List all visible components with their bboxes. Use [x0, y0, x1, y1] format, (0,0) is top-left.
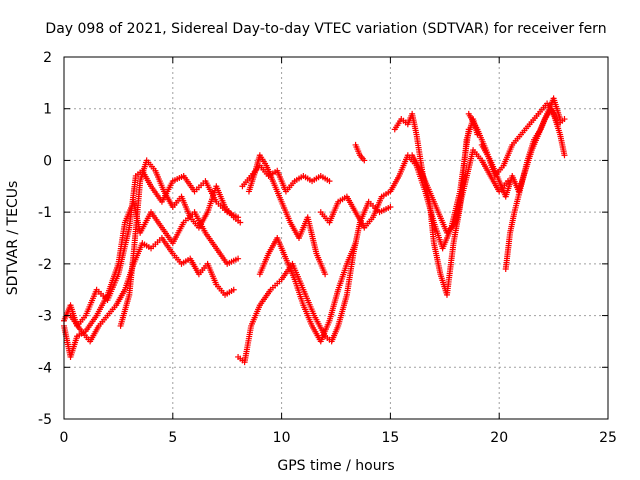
x-tick-label: 15: [381, 430, 399, 446]
x-tick-label: 10: [273, 430, 291, 446]
y-axis-title: SDTVAR / TECUs: [5, 181, 21, 296]
series-track-g: [256, 235, 359, 345]
data-point: [235, 255, 242, 262]
series-track-o: [352, 141, 368, 164]
series-track-d: [117, 157, 244, 329]
axis-ticks: 0 5 10 15 20 25 -5 -4 -3 -2 -1 0 1 2: [38, 50, 617, 446]
series-track-h: [245, 152, 329, 278]
series-track-n: [502, 95, 564, 273]
y-tick-label: -5: [38, 412, 52, 428]
data-point: [237, 219, 244, 226]
series-track-f: [239, 162, 333, 195]
data-point: [361, 157, 368, 164]
y-tick-label: -4: [38, 360, 52, 376]
series-track-k: [409, 147, 511, 236]
grid-lines: [64, 57, 608, 419]
data-point: [352, 240, 359, 247]
y-tick-label: -3: [38, 309, 52, 325]
x-tick-label: 5: [168, 430, 177, 446]
series-track-m: [478, 105, 568, 200]
y-tick-label: 2: [43, 50, 52, 66]
y-tick-label: 1: [43, 102, 52, 118]
plot-frame: [63, 56, 609, 420]
series-track-c: [67, 235, 237, 345]
data-point: [557, 116, 564, 123]
x-tick-label: 0: [60, 430, 69, 446]
data-point: [326, 178, 333, 185]
y-tick-label: 0: [43, 153, 52, 169]
x-tick-label: 20: [490, 430, 508, 446]
y-tick-label: -1: [38, 205, 52, 221]
data-point: [387, 203, 394, 210]
x-tick-label: 25: [599, 430, 617, 446]
data-marks: [61, 95, 568, 366]
y-tick-label: -2: [38, 257, 52, 273]
data-point: [561, 152, 568, 159]
x-axis-title: GPS time / hours: [277, 458, 394, 474]
data-point: [230, 286, 237, 293]
data-point: [322, 271, 329, 278]
chart-title: Day 098 of 2021, Sidereal Day-to-day VTE…: [45, 21, 606, 37]
